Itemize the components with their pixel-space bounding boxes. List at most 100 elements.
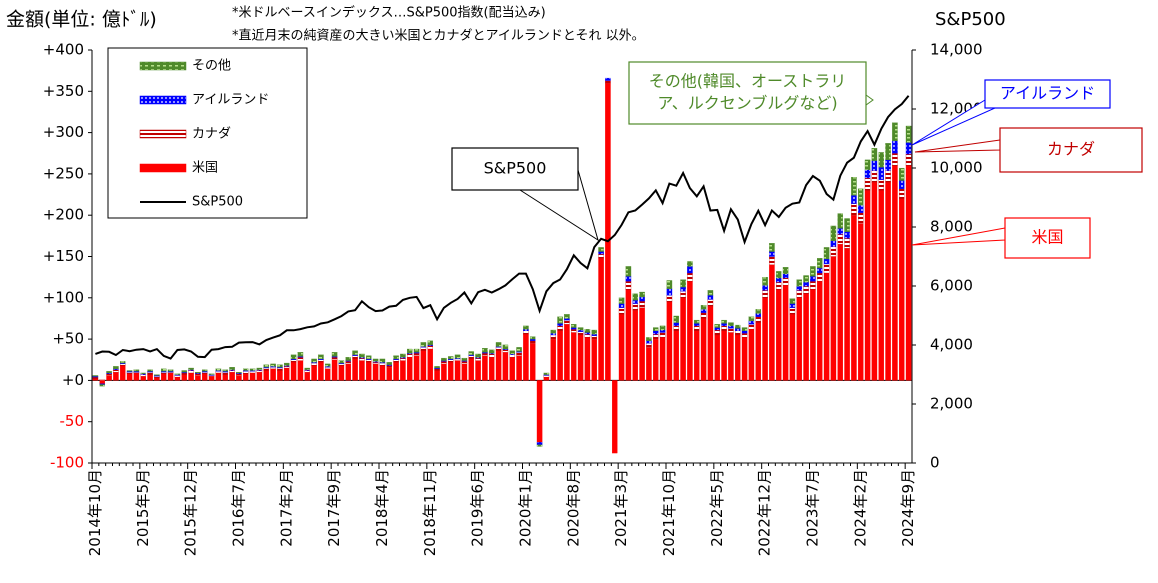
bar [120, 365, 126, 381]
bar [454, 358, 461, 361]
bar [270, 368, 276, 381]
bar [823, 263, 830, 274]
bar [762, 285, 768, 291]
bar [454, 354, 461, 359]
bar [311, 362, 317, 366]
bar [284, 362, 290, 366]
bar [386, 362, 392, 365]
bar [550, 333, 556, 336]
bar [523, 325, 529, 330]
bar [331, 357, 338, 360]
bar [530, 340, 536, 344]
bar [851, 203, 857, 216]
bar [700, 305, 707, 310]
bar [489, 357, 495, 381]
y-tick-label: +150 [43, 247, 84, 265]
bar [407, 353, 413, 358]
bar [468, 358, 474, 381]
bar [195, 375, 201, 381]
bar [92, 375, 99, 377]
bar [728, 322, 734, 327]
bar [796, 279, 802, 287]
bar [215, 371, 222, 374]
bar [625, 289, 632, 381]
bar [741, 327, 748, 331]
bar [243, 368, 249, 371]
x-tick-label: 2024年2月 [851, 469, 869, 547]
bar [304, 371, 310, 381]
bar [577, 331, 584, 336]
bar [229, 371, 235, 381]
bar [352, 355, 358, 360]
callout-text: その他(韓国、オーストラリ [649, 72, 846, 91]
callout-text: S&P500 [484, 159, 547, 178]
x-tick-label: 2018年4月 [373, 469, 391, 547]
bar [338, 365, 345, 381]
x-tick-label: 2017年2月 [277, 469, 295, 547]
callout-box [628, 61, 867, 125]
bar [632, 293, 638, 301]
bar [776, 281, 782, 290]
bar [782, 267, 789, 274]
bar [618, 314, 625, 381]
bar [598, 247, 604, 252]
bar [584, 329, 591, 333]
bar [837, 228, 843, 235]
bar [161, 368, 167, 372]
bar [113, 369, 119, 373]
bar [748, 320, 755, 325]
bar [680, 291, 686, 298]
bar [99, 380, 105, 384]
bar [243, 371, 249, 374]
bar [646, 337, 652, 341]
bar [366, 359, 372, 363]
y-tick-label: +300 [43, 123, 84, 141]
bar [714, 329, 720, 336]
bar [530, 336, 536, 340]
bar [639, 296, 645, 302]
bar [92, 378, 99, 381]
bar [755, 313, 761, 317]
bar [755, 316, 761, 323]
bar [181, 374, 187, 381]
bar [714, 324, 720, 328]
bar [571, 329, 577, 333]
bar [646, 340, 652, 344]
bar [871, 160, 878, 171]
bar [174, 375, 181, 378]
callout-box [999, 127, 1143, 173]
bar [591, 335, 597, 340]
bar [468, 351, 474, 355]
bar [509, 354, 515, 358]
chart-title: 金額(単位: 億ﾄﾞﾙ) [6, 9, 157, 31]
bar [571, 324, 577, 328]
bar [345, 363, 351, 381]
bar [837, 213, 843, 229]
bar [290, 359, 297, 363]
bar [277, 370, 283, 381]
bar [290, 354, 297, 360]
bar [448, 362, 454, 381]
bar [653, 338, 659, 381]
bar [639, 307, 645, 381]
bar [393, 359, 399, 363]
bar [536, 380, 543, 443]
bar [878, 179, 884, 191]
y2-axis-title: S&P500 [935, 9, 1006, 30]
bar [810, 266, 816, 277]
bar [461, 363, 468, 381]
y-tick-label: +0 [62, 371, 84, 389]
bar [659, 332, 666, 338]
bar [735, 334, 741, 381]
bar [830, 246, 837, 257]
callout-text: 米国 [1031, 228, 1063, 247]
bar [325, 368, 331, 381]
bar [441, 357, 447, 361]
bar [789, 298, 796, 304]
bar [789, 307, 796, 315]
bar [817, 281, 823, 381]
legend-label: その他 [192, 59, 231, 74]
bar [523, 329, 529, 331]
bar [564, 318, 570, 321]
